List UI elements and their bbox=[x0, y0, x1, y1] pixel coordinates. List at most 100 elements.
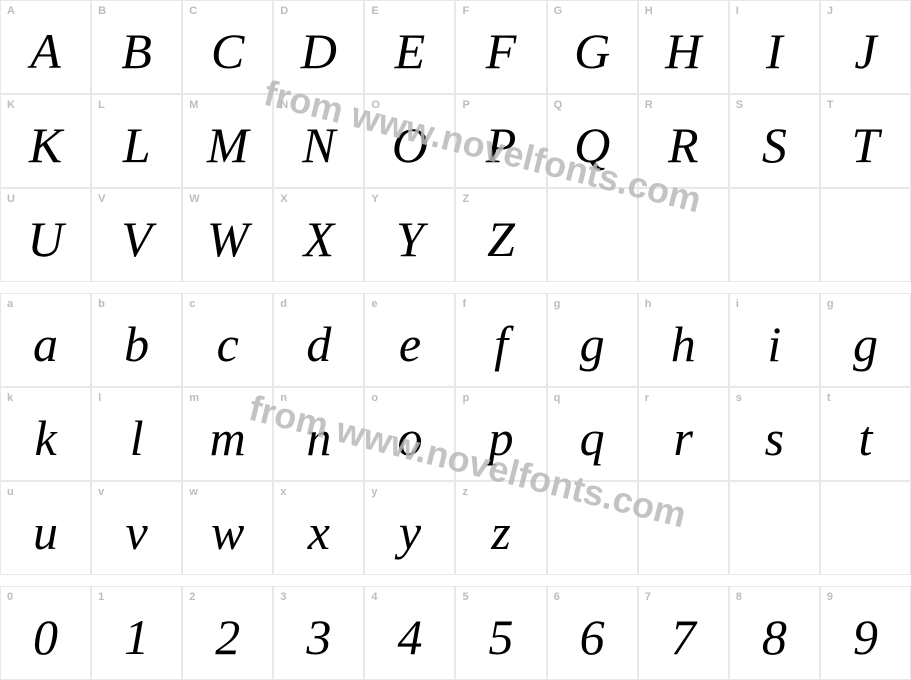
cell-label: Y bbox=[371, 193, 378, 205]
cell-label: Z bbox=[462, 193, 469, 205]
cell-glyph: 4 bbox=[397, 612, 422, 662]
cell-label: 0 bbox=[7, 591, 13, 603]
cell-label: g bbox=[827, 298, 834, 310]
cell-glyph: T bbox=[852, 120, 880, 170]
cell-label: I bbox=[736, 5, 739, 17]
cell-label: R bbox=[645, 99, 653, 111]
cell-glyph: Z bbox=[487, 214, 515, 264]
cell-label: x bbox=[280, 486, 286, 498]
cell-glyph: W bbox=[207, 214, 249, 264]
cell-glyph: i bbox=[767, 319, 781, 369]
cell-label: 2 bbox=[189, 591, 195, 603]
glyph-cell: ss bbox=[729, 387, 820, 481]
cell-label: a bbox=[7, 298, 13, 310]
glyph-cell: ff bbox=[455, 293, 546, 387]
cell-glyph: Y bbox=[396, 214, 424, 264]
glyph-cell: JJ bbox=[820, 0, 911, 94]
cell-label: 3 bbox=[280, 591, 286, 603]
glyph-cell bbox=[547, 481, 638, 575]
cell-label: h bbox=[645, 298, 652, 310]
cell-label: U bbox=[7, 193, 15, 205]
cell-label: t bbox=[827, 392, 831, 404]
cell-glyph: f bbox=[494, 319, 508, 369]
glyph-cell: KK bbox=[0, 94, 91, 188]
glyph-cell: ZZ bbox=[455, 188, 546, 282]
glyph-cell: mm bbox=[182, 387, 273, 481]
cell-label: l bbox=[98, 392, 101, 404]
glyph-cell: PP bbox=[455, 94, 546, 188]
cell-glyph: w bbox=[211, 507, 244, 557]
grid-block-0: AABBCCDDEEFFGGHHIIJJKKLLMMNNOOPPQQRRSSTT… bbox=[0, 0, 911, 282]
glyph-cell: aa bbox=[0, 293, 91, 387]
cell-glyph: q bbox=[580, 413, 605, 463]
glyph-cell: UU bbox=[0, 188, 91, 282]
glyph-cell: nn bbox=[273, 387, 364, 481]
glyph-cell: DD bbox=[273, 0, 364, 94]
glyph-cell: ll bbox=[91, 387, 182, 481]
cell-label: M bbox=[189, 99, 198, 111]
cell-glyph: e bbox=[399, 319, 421, 369]
glyph-cell: hh bbox=[638, 293, 729, 387]
glyph-cell: EE bbox=[364, 0, 455, 94]
glyph-cell: XX bbox=[273, 188, 364, 282]
grid: aabbccddeeffgghhiiggkkllmmnnooppqqrrsstt… bbox=[0, 293, 911, 575]
cell-label: 6 bbox=[554, 591, 560, 603]
glyph-cell: ee bbox=[364, 293, 455, 387]
glyph-cell: QQ bbox=[547, 94, 638, 188]
cell-glyph: 5 bbox=[489, 612, 514, 662]
glyph-cell: gg bbox=[820, 293, 911, 387]
cell-glyph: J bbox=[854, 26, 876, 76]
cell-glyph: B bbox=[121, 26, 152, 76]
cell-glyph: D bbox=[301, 26, 337, 76]
cell-glyph: k bbox=[34, 413, 56, 463]
cell-glyph: I bbox=[766, 26, 783, 76]
glyph-cell: NN bbox=[273, 94, 364, 188]
cell-glyph: s bbox=[765, 413, 784, 463]
glyph-cell: qq bbox=[547, 387, 638, 481]
glyph-cell: vv bbox=[91, 481, 182, 575]
cell-glyph: r bbox=[674, 413, 693, 463]
cell-glyph: 3 bbox=[306, 612, 331, 662]
glyph-cell: 77 bbox=[638, 586, 729, 680]
cell-glyph: X bbox=[304, 214, 335, 264]
glyph-cell bbox=[820, 188, 911, 282]
cell-glyph: 2 bbox=[215, 612, 240, 662]
glyph-cell: 11 bbox=[91, 586, 182, 680]
cell-glyph: 8 bbox=[762, 612, 787, 662]
glyph-cell: WW bbox=[182, 188, 273, 282]
cell-label: p bbox=[462, 392, 469, 404]
glyph-cell: dd bbox=[273, 293, 364, 387]
glyph-cell: bb bbox=[91, 293, 182, 387]
cell-label: z bbox=[462, 486, 468, 498]
cell-label: O bbox=[371, 99, 380, 111]
glyph-cell: oo bbox=[364, 387, 455, 481]
cell-glyph: 6 bbox=[580, 612, 605, 662]
cell-glyph: 9 bbox=[853, 612, 878, 662]
glyph-cell: LL bbox=[91, 94, 182, 188]
glyph-cell: 33 bbox=[273, 586, 364, 680]
cell-glyph: L bbox=[123, 120, 151, 170]
cell-label: 9 bbox=[827, 591, 833, 603]
cell-glyph: g bbox=[853, 319, 878, 369]
glyph-cell: YY bbox=[364, 188, 455, 282]
glyph-cell: TT bbox=[820, 94, 911, 188]
cell-label: N bbox=[280, 99, 288, 111]
cell-label: A bbox=[7, 5, 15, 17]
cell-glyph: R bbox=[668, 120, 699, 170]
cell-label: B bbox=[98, 5, 106, 17]
cell-label: y bbox=[371, 486, 377, 498]
cell-label: v bbox=[98, 486, 104, 498]
cell-label: s bbox=[736, 392, 742, 404]
cell-label: n bbox=[280, 392, 287, 404]
glyph-cell: 88 bbox=[729, 586, 820, 680]
cell-label: S bbox=[736, 99, 743, 111]
cell-label: V bbox=[98, 193, 105, 205]
glyph-cell: 99 bbox=[820, 586, 911, 680]
glyph-cell: 55 bbox=[455, 586, 546, 680]
cell-glyph: P bbox=[486, 120, 517, 170]
grid: AABBCCDDEEFFGGHHIIJJKKLLMMNNOOPPQQRRSSTT… bbox=[0, 0, 911, 282]
glyph-cell: CC bbox=[182, 0, 273, 94]
cell-label: q bbox=[554, 392, 561, 404]
cell-glyph: U bbox=[27, 214, 63, 264]
cell-glyph: N bbox=[302, 120, 335, 170]
